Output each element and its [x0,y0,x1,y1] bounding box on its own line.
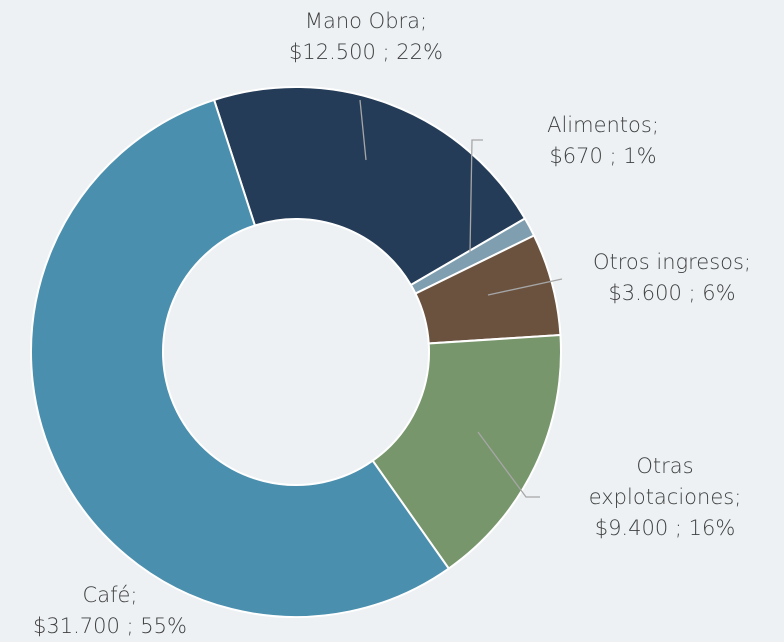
value-label: $3.600 ; 6% [552,278,784,309]
data-label: Alimentos;$670 ; 1% [503,110,703,172]
data-label: Otros ingresos;$3.600 ; 6% [552,247,784,309]
slices [31,87,561,617]
data-label: Café;$31.700 ; 55% [0,580,220,642]
category-label: Mano Obra; [246,6,486,37]
category-label: Otras explotaciones; [565,451,765,513]
category-label: Otros ingresos; [552,247,784,278]
category-label: Café; [0,580,220,611]
value-label: $31.700 ; 55% [0,611,220,642]
value-label: $12.500 ; 22% [246,37,486,68]
data-label: Otras explotaciones;$9.400 ; 16% [565,451,765,544]
data-label: Mano Obra;$12.500 ; 22% [246,6,486,68]
category-label: Alimentos; [503,110,703,141]
page: {"chart_data": {"type": "donut", "catego… [0,0,784,639]
value-label: $9.400 ; 16% [565,513,765,544]
value-label: $670 ; 1% [503,141,703,172]
